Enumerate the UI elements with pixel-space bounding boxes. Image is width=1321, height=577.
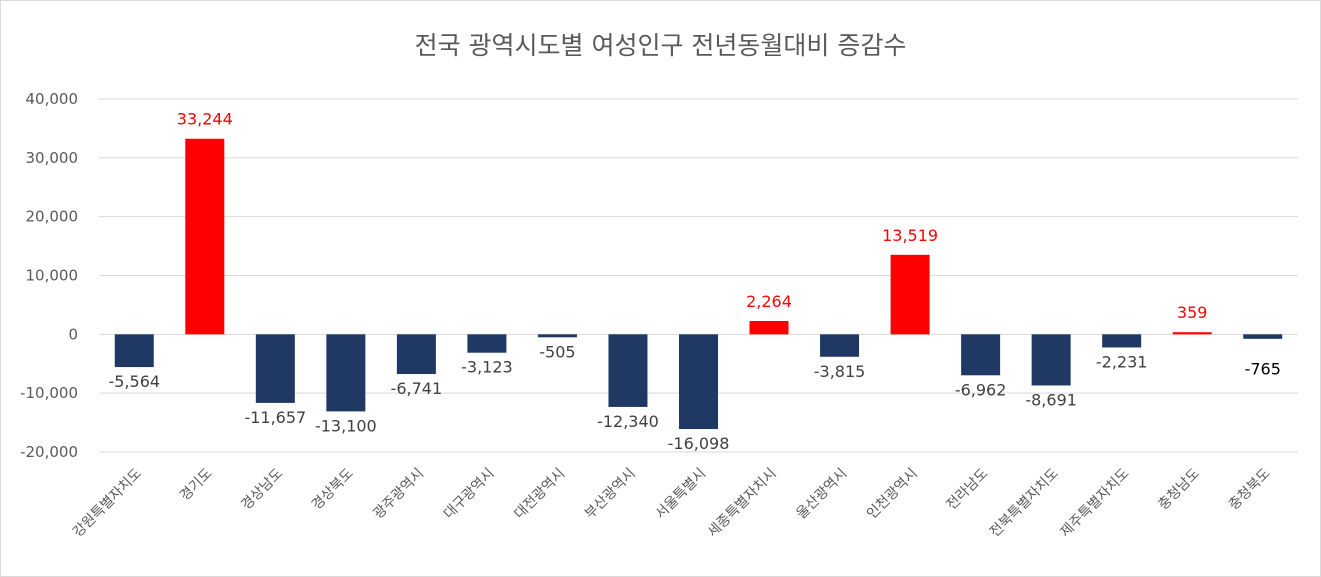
bar: [820, 334, 860, 357]
bar: [326, 334, 366, 412]
category-label: 제주특별자치도: [1057, 465, 1132, 540]
category-label: 경기도: [177, 465, 216, 504]
category-label: 인천광역시: [864, 466, 921, 523]
bar: [679, 334, 718, 430]
data-label: -3,815: [814, 362, 866, 381]
category-label: 울산광역시: [794, 466, 851, 523]
category-label: 서울특별시: [652, 466, 709, 523]
category-label: 세종특별자치시: [705, 466, 780, 541]
category-label: 광주광역시: [370, 466, 427, 523]
y-tick-label: 10,000: [26, 267, 79, 285]
y-tick-label: 30,000: [26, 149, 79, 167]
category-labels: 강원특별자치도 경기도 경상남도 경상북도 광주광역시 대구광역시 대전광역시 부산광역시 서울…: [70, 465, 1274, 540]
bar: [255, 334, 295, 403]
data-label: -6,962: [955, 380, 1007, 399]
y-tick-label: 20,000: [26, 208, 79, 226]
bar: [1243, 334, 1283, 339]
category-label: 대구광역시: [441, 466, 498, 523]
data-label: -765: [1245, 359, 1281, 378]
y-tick-label: 40,000: [26, 90, 79, 108]
data-label: 13,519: [882, 226, 938, 245]
bar: [1031, 334, 1071, 386]
chart-title: 전국 광역시도별 여성인구 전년동월대비 증감수: [414, 31, 907, 60]
bar: [114, 334, 154, 368]
data-label: -11,657: [244, 408, 306, 427]
data-label: -3,123: [461, 358, 513, 377]
data-label: -6,741: [391, 379, 443, 398]
category-label: 강원특별자치도: [70, 465, 145, 540]
data-label: -2,231: [1096, 352, 1148, 371]
data-label: -5,564: [108, 372, 160, 391]
bar: [185, 138, 225, 335]
y-tick-label: 0: [68, 325, 78, 343]
data-label: -13,100: [315, 416, 377, 435]
category-label: 충청남도: [1155, 465, 1203, 513]
y-tick-label: -20,000: [20, 443, 78, 461]
bar: [396, 334, 436, 374]
y-tick-label: -10,000: [20, 384, 78, 402]
data-label: 33,244: [177, 110, 233, 129]
data-labels: -5,564 33,244 -11,657 -13,100 -6,741 -3,123 -5…: [108, 110, 1280, 453]
bar: [1172, 332, 1212, 335]
bar: [749, 321, 789, 335]
bar: [1102, 334, 1142, 348]
bar: [467, 334, 507, 353]
data-label: -8,691: [1025, 390, 1077, 409]
category-label: 경상남도: [238, 465, 286, 513]
bars: [114, 138, 1283, 430]
category-label: 부산광역시: [582, 466, 639, 523]
bar: [608, 334, 648, 407]
data-label: -12,340: [597, 412, 659, 431]
data-label: 359: [1177, 303, 1208, 322]
category-label: 충청북도: [1226, 465, 1274, 513]
category-label: 경상북도: [309, 465, 357, 513]
bar: [537, 334, 577, 338]
category-label: 전라남도: [944, 465, 992, 513]
y-axis-ticks: 40,000 30,000 20,000 10,000 0 -10,000 -20,000: [20, 90, 78, 461]
bar: [890, 254, 930, 335]
bar: [961, 334, 1001, 376]
data-label: -505: [539, 342, 575, 361]
category-label: 전북특별자치도: [987, 465, 1062, 540]
data-label: 2,264: [746, 292, 792, 311]
category-label: 대전광역시: [511, 466, 568, 523]
data-label: -16,098: [668, 434, 730, 453]
